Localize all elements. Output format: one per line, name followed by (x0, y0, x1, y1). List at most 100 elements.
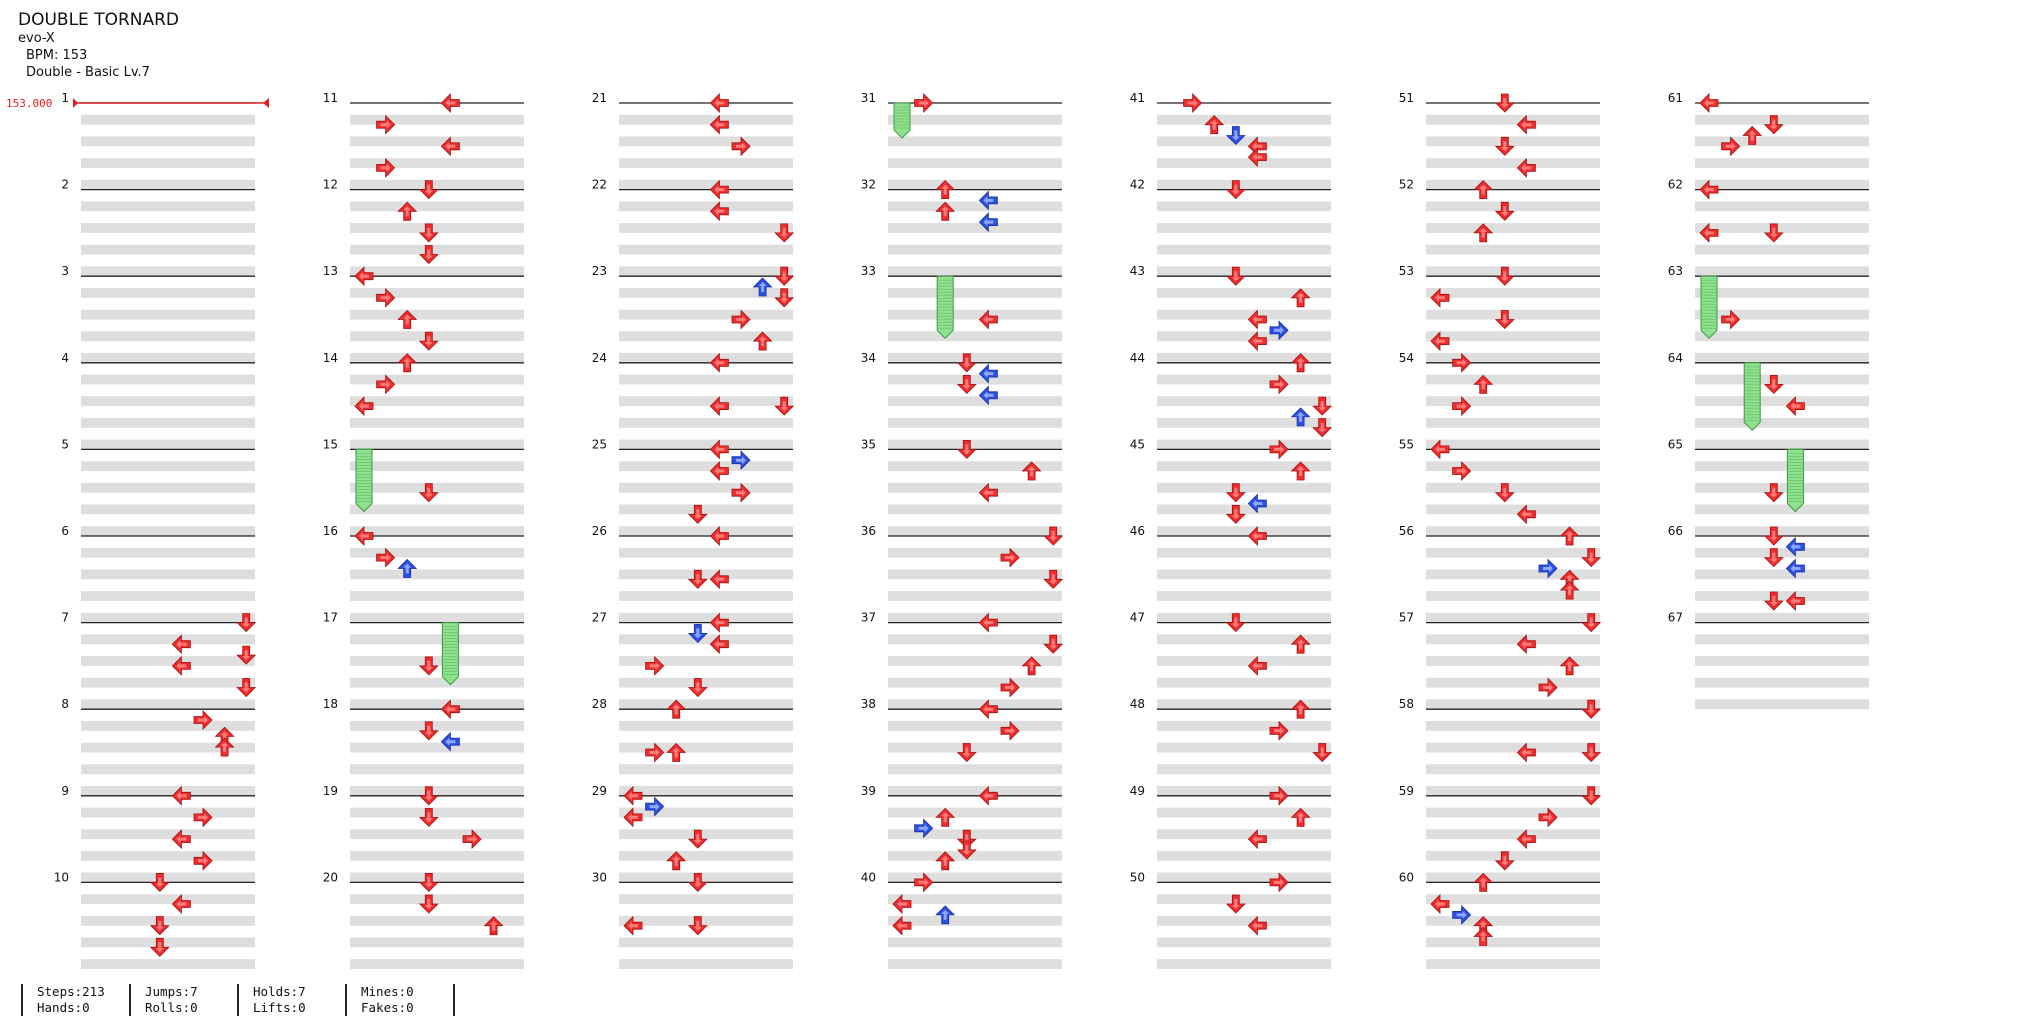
measure-number: 55 (1399, 437, 1414, 451)
step-arrow (1247, 655, 1267, 676)
measure-number: 53 (1399, 264, 1414, 278)
step-arrow (1225, 894, 1246, 914)
step-arrow (418, 721, 439, 741)
beat-band (1157, 569, 1331, 580)
arrow-highlight (1274, 726, 1284, 735)
beat-band (81, 136, 255, 147)
beat-band (81, 352, 255, 363)
arrow-highlight (918, 878, 929, 887)
beat-band (1157, 439, 1331, 450)
step-arrow (1269, 374, 1289, 395)
step-arrow (1494, 266, 1515, 286)
step-arrow (193, 807, 213, 828)
measure-number: 46 (1130, 524, 1145, 538)
arrow-highlight (424, 249, 433, 260)
beat-band (1426, 201, 1600, 212)
measure-number: 26 (592, 524, 607, 538)
step-arrow (1581, 743, 1602, 763)
step-arrow (1763, 374, 1784, 394)
beat-band (1695, 612, 1869, 623)
arrow-highlight (1231, 617, 1240, 628)
beat-band (1426, 721, 1600, 731)
arrow-highlight (693, 574, 702, 585)
beat-band (81, 244, 255, 255)
measure-number: 38 (861, 697, 876, 711)
arrow-highlight (1231, 509, 1240, 520)
measure-number: 44 (1130, 351, 1145, 365)
arrow-highlight (758, 336, 767, 347)
measure-41: 41 (1130, 91, 1331, 190)
measure-number: 8 (61, 697, 69, 711)
beat-band (81, 850, 255, 861)
arrow-highlight (1456, 467, 1467, 475)
beat-band (1426, 504, 1600, 515)
beat-band (81, 158, 255, 168)
arrow-highlight (242, 650, 251, 661)
measure-62: 62 (1668, 178, 1869, 277)
step-arrow (687, 916, 708, 936)
beat-band (350, 829, 524, 840)
measure-number: 17 (323, 611, 338, 625)
step-arrow (376, 374, 396, 395)
arrow-highlight (1435, 337, 1445, 346)
beat-band (1426, 374, 1600, 385)
arrow-highlight (1296, 466, 1305, 476)
beat-band (888, 764, 1062, 775)
arrow-highlight (1521, 748, 1532, 757)
step-arrow (709, 461, 729, 481)
beat-band (888, 223, 1062, 233)
beat-band (81, 937, 255, 948)
step-arrow (1312, 396, 1333, 416)
arrow-highlight (1521, 640, 1532, 649)
arrow-highlight (359, 402, 369, 411)
beat-band (1157, 179, 1331, 190)
step-arrow (1312, 418, 1333, 438)
step-arrow (709, 179, 729, 200)
step-arrow (1494, 93, 1515, 113)
bpm-left-tick (73, 98, 78, 108)
beat-band (888, 179, 1062, 190)
beat-band (619, 872, 793, 883)
beat-band (1157, 721, 1331, 731)
arrow-highlight (1049, 574, 1058, 585)
beat-band (81, 526, 255, 536)
step-arrow (774, 288, 795, 308)
measure-number: 42 (1130, 178, 1145, 192)
arrow-highlight (1231, 184, 1240, 195)
measure-16: 16 (323, 524, 524, 623)
arrow-highlight (1252, 532, 1263, 540)
hold-body (936, 275, 954, 340)
arrow-highlight (424, 227, 433, 238)
arrow-highlight (962, 357, 971, 368)
measure-52: 52 (1399, 178, 1600, 277)
beat-band (350, 158, 524, 168)
step-arrow (397, 309, 418, 329)
beat-band (81, 504, 255, 515)
beat-band (1695, 699, 1869, 710)
step-arrow (418, 223, 439, 243)
beat-band (888, 807, 1062, 818)
arrow-highlight (424, 812, 433, 823)
beat-band (888, 894, 1062, 905)
bpm-display: BPM: 153 (26, 48, 88, 63)
measure-number: 18 (323, 697, 338, 711)
arrow-highlight (176, 791, 187, 800)
step-arrow (354, 396, 374, 417)
step-arrow (1452, 396, 1472, 417)
beat-band (619, 417, 793, 428)
beat-band (1695, 158, 1869, 168)
beat-band (1157, 309, 1331, 320)
hold-body (1786, 448, 1804, 513)
measure-26: 26 (592, 524, 793, 623)
beat-band (888, 677, 1062, 688)
measure-10: 10 (54, 870, 255, 969)
beat-band (1426, 850, 1600, 861)
step-arrow (731, 136, 751, 157)
beat-band (350, 677, 524, 688)
beat-band (1426, 894, 1600, 905)
arrow-highlight (1587, 617, 1596, 628)
arrow-highlight (962, 747, 971, 758)
measure-number: 21 (592, 91, 607, 105)
measure-45: 45 (1130, 437, 1331, 536)
blue-step-arrow (1452, 904, 1472, 925)
